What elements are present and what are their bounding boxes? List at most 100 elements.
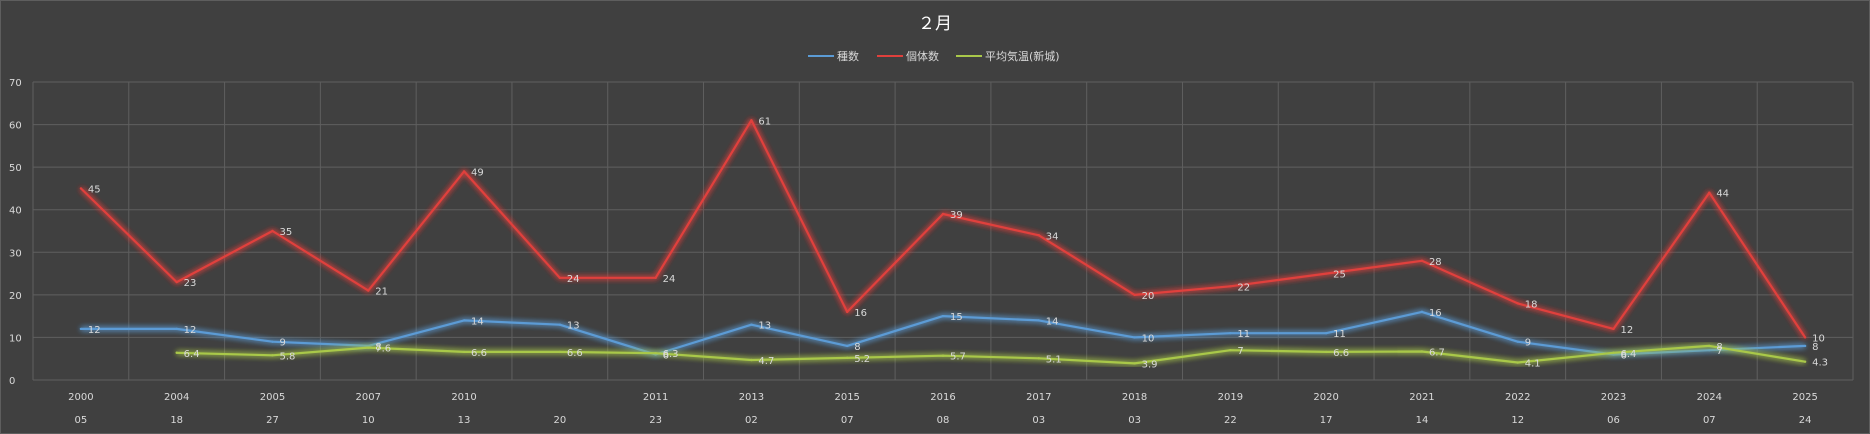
data-point — [558, 276, 562, 280]
y-tick-label: 70 — [9, 78, 22, 89]
data-label: 14 — [1046, 316, 1059, 327]
x-tick-year: 2016 — [930, 392, 955, 403]
x-tick-day: 03 — [1128, 415, 1141, 426]
data-point — [1612, 351, 1615, 354]
data-label: 45 — [88, 184, 101, 195]
data-point — [1516, 302, 1519, 305]
data-label: 6.4 — [184, 349, 200, 360]
data-label: 7.6 — [375, 344, 391, 355]
data-point — [941, 314, 945, 318]
data-point — [1420, 310, 1424, 314]
data-label: 6 — [663, 350, 669, 361]
data-label: 11 — [1237, 329, 1250, 340]
data-label: 14 — [471, 316, 484, 327]
x-tick-day: 12 — [1511, 415, 1524, 426]
x-tick-day: 03 — [1032, 415, 1045, 426]
y-tick-label: 20 — [9, 291, 22, 302]
data-point — [1133, 362, 1136, 365]
data-point — [1229, 331, 1232, 335]
data-point — [1037, 319, 1040, 322]
data-point — [462, 170, 466, 173]
data-point — [1037, 357, 1040, 360]
data-label: 5.2 — [854, 354, 870, 365]
x-tick-year: 2007 — [356, 392, 381, 403]
series-line — [80, 119, 1807, 339]
data-label: 44 — [1716, 189, 1729, 200]
y-axis: 0 10 20 30 40 50 60 70 — [9, 78, 22, 387]
data-label: 5.7 — [950, 352, 966, 363]
x-tick-year: 2015 — [834, 392, 859, 403]
data-point — [1708, 191, 1711, 194]
data-label: 24 — [567, 274, 580, 285]
data-label: 9 — [1525, 338, 1531, 349]
data-point — [750, 358, 753, 362]
x-tick-day: 17 — [1320, 415, 1333, 426]
legend-label: 種数 — [837, 49, 859, 63]
data-label: 6 — [1621, 350, 1627, 361]
x-tick-day: 20 — [553, 415, 566, 426]
data-label: 35 — [279, 227, 292, 238]
data-label: 4.7 — [758, 356, 774, 367]
chart-title: ２月 — [918, 14, 952, 34]
data-label: 6.6 — [1333, 348, 1349, 359]
x-tick-day: 08 — [937, 415, 950, 426]
data-label: 61 — [758, 116, 771, 127]
data-point — [941, 354, 945, 357]
data-point — [367, 289, 370, 292]
data-point — [1324, 350, 1328, 354]
y-tick-label: 50 — [9, 163, 22, 174]
data-label: 5.1 — [1046, 354, 1062, 365]
x-tick-year: 2000 — [68, 392, 93, 403]
data-point — [175, 351, 178, 354]
data-label: 8 — [854, 342, 860, 353]
data-point — [558, 350, 562, 354]
data-label: 8 — [375, 342, 381, 353]
data-label: 13 — [758, 321, 771, 332]
data-point — [79, 187, 83, 190]
series-lines — [79, 119, 1807, 365]
data-point — [462, 350, 466, 354]
legend: 種数 個体数 平均気温(新城) — [808, 49, 1060, 63]
series-line — [80, 310, 1806, 356]
data-point — [1324, 331, 1328, 335]
x-tick-day: 05 — [75, 415, 88, 426]
x-tick-year: 2018 — [1122, 392, 1147, 403]
data-label: 34 — [1046, 231, 1059, 242]
x-tick-day: 07 — [841, 415, 854, 426]
data-label: 16 — [1429, 308, 1442, 319]
data-label: 6.7 — [1429, 347, 1445, 358]
data-point — [654, 351, 657, 355]
x-tick-day: 22 — [1224, 415, 1237, 426]
data-label: 9 — [279, 338, 285, 349]
y-tick-label: 40 — [9, 206, 22, 217]
data-point — [1708, 344, 1711, 348]
data-label: 10 — [1142, 333, 1155, 344]
series-line — [176, 344, 1806, 365]
data-point — [1229, 285, 1232, 288]
data-label: 3.9 — [1142, 359, 1158, 370]
data-label: 4.1 — [1525, 359, 1541, 370]
data-label: 11 — [1333, 329, 1346, 340]
data-point — [1708, 349, 1711, 352]
data-point — [367, 346, 370, 349]
data-point — [654, 276, 657, 280]
data-point — [846, 310, 849, 314]
data-point — [1229, 349, 1232, 352]
data-label: 39 — [950, 210, 963, 221]
x-tick-year: 2017 — [1026, 392, 1051, 403]
x-tick-year: 2004 — [164, 392, 189, 403]
gridlines — [32, 81, 1854, 381]
data-point — [1516, 340, 1519, 343]
data-point — [1803, 360, 1807, 363]
data-label: 6.6 — [567, 348, 583, 359]
data-point — [1420, 259, 1424, 262]
y-tick-label: 60 — [9, 121, 22, 132]
x-tick-day: 24 — [1799, 415, 1812, 426]
data-point — [1803, 336, 1807, 339]
data-label: 28 — [1429, 257, 1442, 268]
data-point — [750, 323, 753, 326]
data-label: 20 — [1142, 291, 1155, 302]
x-tick-year: 2011 — [643, 392, 668, 403]
data-label: 23 — [184, 278, 197, 289]
